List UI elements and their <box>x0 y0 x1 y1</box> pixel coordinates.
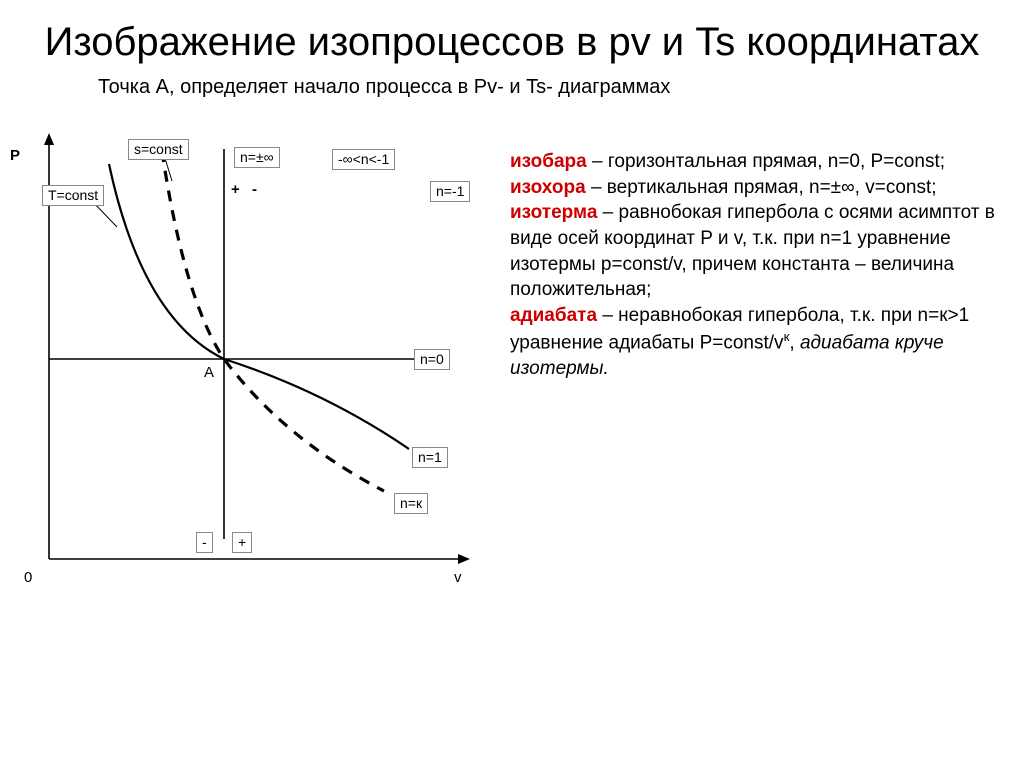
plus-bottom: + <box>232 532 252 553</box>
isoterma-line: изотерма – равнобокая гипербола с осями … <box>510 200 1000 303</box>
page-title: Изображение изопроцессов в pv и Ts коорд… <box>0 0 1024 66</box>
minus-bottom: - <box>196 532 213 553</box>
adiabat-curve <box>162 151 384 491</box>
y-axis-label: P <box>10 147 20 164</box>
isochora-term: изохора <box>510 177 586 198</box>
isobara-term: изобара <box>510 151 587 172</box>
adiabata-term: адиабата <box>510 305 597 326</box>
x-axis-arrow-icon <box>458 554 470 564</box>
isochora-desc: – вертикальная прямая, n=±∞, v=const; <box>586 177 937 198</box>
point-a-label: A <box>204 364 214 381</box>
isobara-line: изобара – горизонтальная прямая, n=0, P=… <box>510 149 1000 175</box>
label-t-const: T=const <box>42 185 104 206</box>
label-n0: n=0 <box>414 349 450 370</box>
adiabata-line: адиабата – неравнобокая гипербола, т.к. … <box>510 303 1000 382</box>
slide: Изображение изопроцессов в pv и Ts коорд… <box>0 0 1024 767</box>
origin-label: 0 <box>24 569 32 586</box>
isobara-desc: – горизонтальная прямая, n=0, P=const; <box>587 151 945 172</box>
isochora-line: изохора – вертикальная прямая, n=±∞, v=c… <box>510 175 1000 201</box>
isoterma-term: изотерма <box>510 202 597 223</box>
isotherm-curve <box>109 164 409 449</box>
description-text: изобара – горизонтальная прямая, n=0, P=… <box>510 149 1000 382</box>
label-nk: n=к <box>394 493 428 514</box>
label-s-const: s=const <box>128 139 189 160</box>
minus-top: - <box>250 181 259 199</box>
label-n-neg1: n=-1 <box>430 181 470 202</box>
x-axis-label: v <box>454 569 462 586</box>
adiabata-desc2: , <box>789 333 800 354</box>
subtitle: Точка А, определяет начало процесса в Pv… <box>0 66 1024 99</box>
pv-diagram: A P v 0 s=const n=±∞ -∞<n<-1 n=-1 T=cons… <box>4 119 484 599</box>
label-range-neg: -∞<n<-1 <box>332 149 395 170</box>
plus-top: + <box>229 181 242 199</box>
content-area: A P v 0 s=const n=±∞ -∞<n<-1 n=-1 T=cons… <box>0 99 1024 666</box>
label-n1: n=1 <box>412 447 448 468</box>
label-n-inf: n=±∞ <box>234 147 280 168</box>
y-axis-arrow-icon <box>44 133 54 145</box>
